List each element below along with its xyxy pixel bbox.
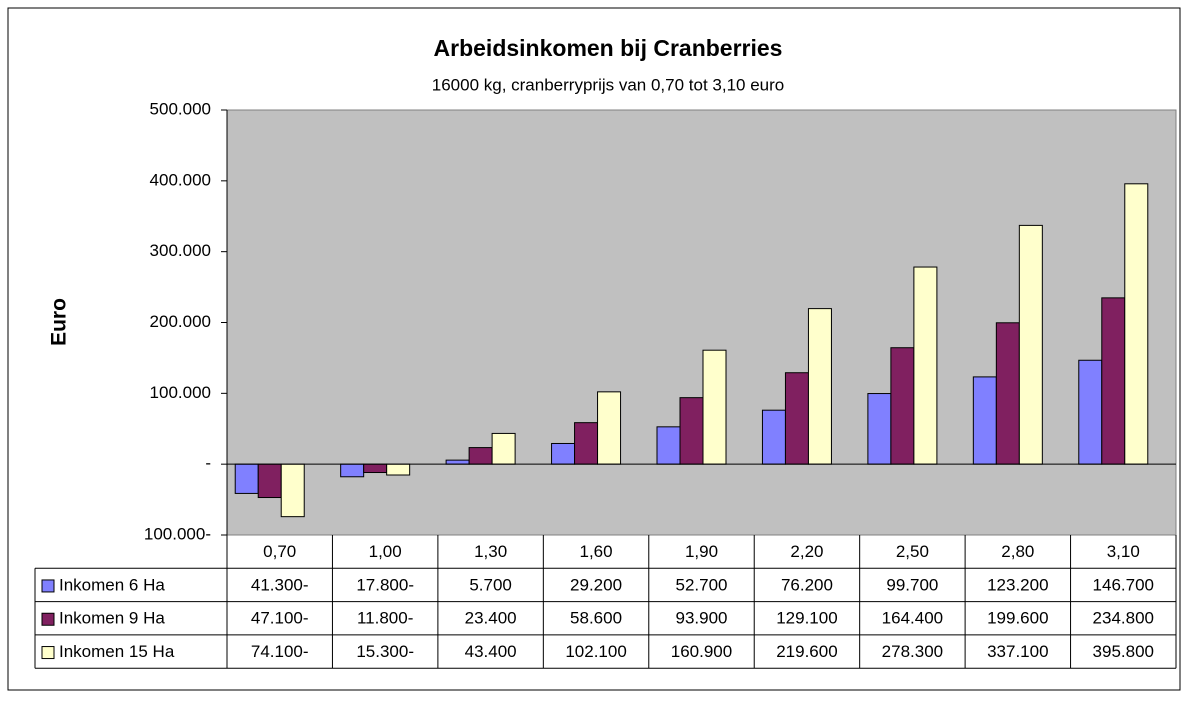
bar: [468, 447, 493, 465]
x-tick-label: 3,10: [1107, 542, 1140, 561]
table-value: 58.600: [570, 609, 622, 628]
table-value: 93.900: [676, 609, 728, 628]
y-tick-label: 100.000: [150, 383, 211, 402]
x-tick-label: 2,80: [1001, 542, 1034, 561]
y-tick-label: 200.000: [150, 312, 211, 331]
y-tick-label: 300.000: [150, 241, 211, 260]
bar: [280, 463, 305, 518]
table-value: 99.700: [886, 575, 938, 594]
table-value: 337.100: [987, 642, 1048, 661]
bar: [386, 463, 411, 476]
chart-subtitle: 16000 kg, cranberryprijs van 0,70 tot 3,…: [432, 75, 785, 94]
x-tick-label: 1,00: [369, 542, 402, 561]
bar: [913, 266, 938, 465]
legend-label: Inkomen 6 Ha: [59, 575, 165, 594]
table-value: 102.100: [565, 642, 626, 661]
table-value: 29.200: [570, 575, 622, 594]
bar: [972, 376, 997, 465]
table-value: 52.700: [676, 575, 728, 594]
table-value: 395.800: [1093, 642, 1154, 661]
x-tick-label: 1,30: [474, 542, 507, 561]
table-value: 76.200: [781, 575, 833, 594]
x-tick-label: 1,90: [685, 542, 718, 561]
y-axis-label: Euro: [48, 298, 71, 346]
bar: [363, 463, 388, 474]
bar: [656, 426, 681, 465]
bar: [597, 391, 622, 465]
table-value: 15.300-: [356, 642, 414, 661]
bar: [679, 397, 704, 465]
table-value: 47.100-: [251, 609, 309, 628]
table-value: 278.300: [882, 642, 943, 661]
table-value: 164.400: [882, 609, 943, 628]
table-value: 160.900: [671, 642, 732, 661]
bar: [551, 442, 576, 465]
y-tick-label: 100.000-: [144, 524, 211, 543]
table-value: 123.200: [987, 575, 1048, 594]
legend-key: [41, 579, 55, 593]
table-value: 199.600: [987, 609, 1048, 628]
bar: [1018, 224, 1043, 465]
bar: [807, 308, 832, 465]
table-value: 41.300-: [251, 575, 309, 594]
x-tick-label: 2,50: [896, 542, 929, 561]
bar: [784, 372, 809, 465]
bar: [867, 393, 892, 465]
y-tick-label: -: [205, 454, 211, 473]
table-value: 5.700: [469, 575, 512, 594]
table-value: 146.700: [1093, 575, 1154, 594]
bar: [234, 463, 259, 494]
chart-title: Arbeidsinkomen bij Cranberries: [434, 35, 783, 61]
y-tick-label: 500.000: [150, 99, 211, 118]
bar: [1124, 183, 1149, 465]
table-value: 17.800-: [356, 575, 414, 594]
bar: [574, 422, 599, 465]
table-value: 43.400: [465, 642, 517, 661]
table-value: 23.400: [465, 609, 517, 628]
table-value: 129.100: [776, 609, 837, 628]
x-tick-label: 2,20: [790, 542, 823, 561]
bar: [491, 432, 516, 465]
bar: [1101, 297, 1126, 465]
legend-key: [41, 646, 55, 660]
bar: [890, 347, 915, 465]
bar: [995, 322, 1020, 465]
bar: [1078, 359, 1103, 465]
bar: [340, 463, 365, 478]
y-tick-label: 400.000: [150, 170, 211, 189]
bar: [702, 349, 727, 465]
table-value: 74.100-: [251, 642, 309, 661]
table-value: 234.800: [1093, 609, 1154, 628]
x-tick-label: 1,60: [580, 542, 613, 561]
table-value: 219.600: [776, 642, 837, 661]
table-value: 11.800-: [357, 609, 413, 628]
bar: [761, 409, 786, 465]
x-tick-label: 0,70: [263, 542, 296, 561]
bar: [445, 459, 470, 465]
legend-label: Inkomen 9 Ha: [59, 609, 165, 628]
bar: [257, 463, 282, 499]
legend-key: [41, 612, 55, 626]
legend-label: Inkomen 15 Ha: [59, 642, 175, 661]
